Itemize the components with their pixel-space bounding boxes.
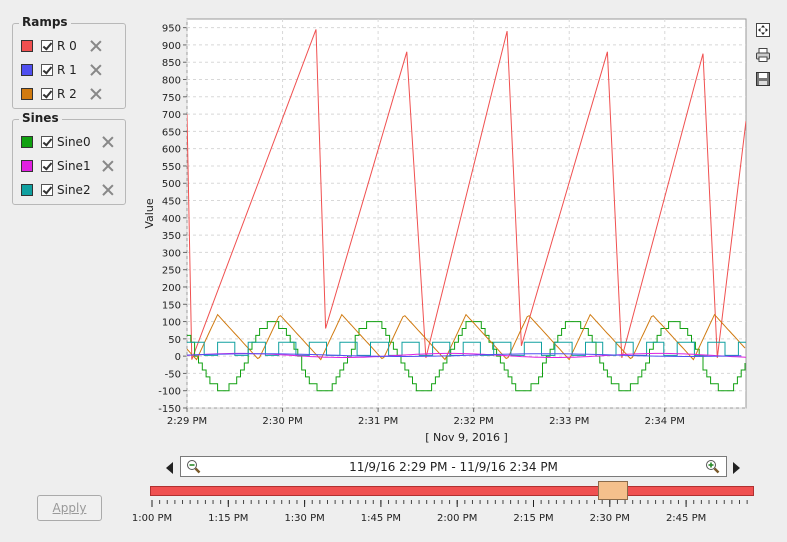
- series-line-r0: [187, 29, 746, 360]
- time-range-text: 11/9/16 2:29 PM - 11/9/16 2:34 PM: [349, 460, 558, 474]
- r1-label: R 1: [57, 63, 77, 77]
- y-tick-label: 250: [162, 266, 181, 277]
- scroll-right-arrow[interactable]: [733, 462, 740, 474]
- overview-range-handle[interactable]: [598, 481, 628, 500]
- overview-tick-label: 2:30 PM: [590, 513, 630, 524]
- y-tick-label: 100: [162, 318, 181, 329]
- r2-color-swatch[interactable]: [21, 88, 33, 100]
- y-axis-label: Value: [143, 198, 156, 228]
- y-tick-label: 400: [162, 214, 181, 225]
- r2-label: R 2: [57, 87, 77, 101]
- sine0-label: Sine0: [57, 135, 91, 149]
- overview-tick-label: 1:45 PM: [361, 513, 401, 524]
- x-tick-label: 2:31 PM: [358, 416, 398, 427]
- overview-tick-label: 1:30 PM: [284, 513, 324, 524]
- series-line-r1: [187, 353, 742, 357]
- y-tick-label: 0: [175, 352, 181, 363]
- sine0-color-swatch[interactable]: [21, 136, 33, 148]
- overview-tick-label: 1:15 PM: [208, 513, 248, 524]
- scroll-left-arrow[interactable]: [166, 462, 173, 474]
- y-tick-label: 450: [162, 197, 181, 208]
- x-tick-label: 2:34 PM: [645, 416, 685, 427]
- sine-row-0: Sine0: [21, 134, 91, 150]
- sines-group: Sines Sine0 Sine1 Sine2: [12, 111, 126, 205]
- sine1-checkbox[interactable]: [41, 160, 53, 172]
- floppy-save-icon[interactable]: [755, 71, 771, 87]
- y-tick-label: 950: [162, 24, 181, 35]
- y-tick-label: -100: [158, 387, 181, 398]
- y-tick-label: 150: [162, 300, 181, 311]
- y-tick-label: 750: [162, 93, 181, 104]
- date-label: [ Nov 9, 2016 ]: [425, 431, 508, 444]
- plot-area: [186, 18, 747, 409]
- overview-range-bar[interactable]: [150, 486, 754, 496]
- sine0-checkbox[interactable]: [41, 136, 53, 148]
- y-tick-label: -150: [158, 404, 181, 415]
- x-tick-label: 2:30 PM: [262, 416, 302, 427]
- r0-color-swatch[interactable]: [21, 40, 33, 52]
- r2-checkbox[interactable]: [41, 88, 53, 100]
- y-tick-label: 300: [162, 248, 181, 259]
- sine1-color-swatch[interactable]: [21, 160, 33, 172]
- ramps-group-title: Ramps: [19, 15, 71, 29]
- overview-tick-label: 2:15 PM: [513, 513, 553, 524]
- ramp-row-r2: R 2: [21, 86, 77, 102]
- r1-checkbox[interactable]: [41, 64, 53, 76]
- sine1-label: Sine1: [57, 159, 91, 173]
- sine-row-1: Sine1: [21, 158, 91, 174]
- time-range-field[interactable]: 11/9/16 2:29 PM - 11/9/16 2:34 PM: [180, 456, 727, 477]
- overview-tick-label: 1:00 PM: [132, 513, 172, 524]
- x-tick-label: 2:32 PM: [454, 416, 494, 427]
- printer-icon[interactable]: [755, 47, 771, 63]
- series-line-sine0: [187, 321, 746, 392]
- y-tick-label: 550: [162, 162, 181, 173]
- timeseries-chart[interactable]: 9509008508007507006506005505004504003503…: [0, 0, 787, 455]
- r1-color-swatch[interactable]: [21, 64, 33, 76]
- sine-row-2: Sine2: [21, 182, 91, 198]
- x-tick-label: 2:29 PM: [167, 416, 207, 427]
- y-tick-label: -50: [165, 369, 181, 380]
- sines-group-title: Sines: [19, 111, 62, 125]
- y-tick-label: 800: [162, 76, 181, 87]
- apply-button[interactable]: Apply: [37, 495, 102, 521]
- zoom-in-icon[interactable]: [705, 459, 720, 474]
- r0-label: R 0: [57, 39, 77, 53]
- sine2-label: Sine2: [57, 183, 91, 197]
- sine2-checkbox[interactable]: [41, 184, 53, 196]
- series-line-sine2: [187, 341, 746, 356]
- overview-tick-label: 2:45 PM: [666, 513, 706, 524]
- y-tick-label: 350: [162, 231, 181, 242]
- y-tick-label: 600: [162, 145, 181, 156]
- ramp-row-r0: R 0: [21, 38, 77, 54]
- r0-checkbox[interactable]: [41, 40, 53, 52]
- y-tick-label: 700: [162, 110, 181, 121]
- sine2-color-swatch[interactable]: [21, 184, 33, 196]
- ramps-group: Ramps R 0 R 1 R 2: [12, 15, 126, 109]
- overview-time-axis: 1:00 PM 1:15 PM 1:30 PM 1:45 PM 2:00 PM 2:15 …: [132, 500, 748, 524]
- y-tick-label: 650: [162, 127, 181, 138]
- x-tick-label: 2:33 PM: [549, 416, 589, 427]
- y-tick-label: 900: [162, 41, 181, 52]
- y-tick-label: 50: [168, 335, 181, 346]
- series-line-r2: [187, 313, 746, 361]
- ramp-row-r1: R 1: [21, 62, 77, 78]
- overview-tick-label: 2:00 PM: [437, 513, 477, 524]
- zoom-fit-icon[interactable]: [755, 22, 771, 38]
- y-tick-label: 850: [162, 58, 181, 69]
- y-tick-label: 500: [162, 179, 181, 190]
- zoom-out-icon[interactable]: [186, 459, 201, 474]
- series-line-sine1: [187, 352, 746, 358]
- y-tick-label: 200: [162, 283, 181, 294]
